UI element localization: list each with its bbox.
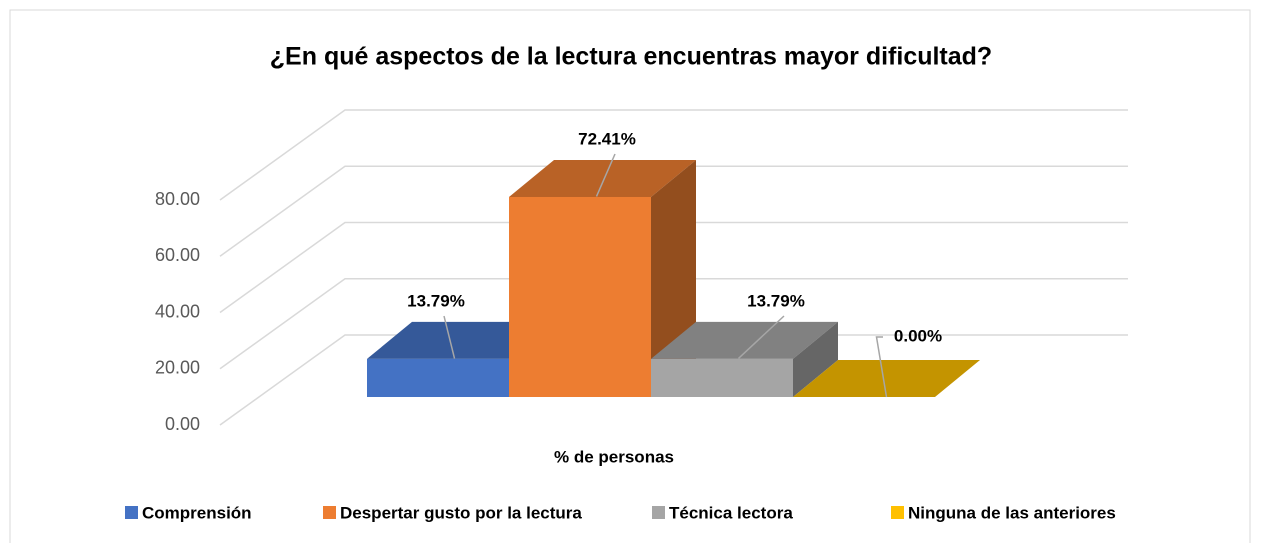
legend-label: Ninguna de las anteriores	[908, 503, 1116, 522]
leader-line	[737, 315, 785, 359]
bar-top	[793, 360, 980, 397]
bar-top	[509, 159, 696, 197]
grid-line	[219, 334, 1128, 426]
y-tick-label: 20.00	[155, 358, 200, 378]
legend-swatch	[891, 506, 904, 519]
chart-title: ¿En qué aspectos de la lectura encuentra…	[270, 43, 992, 71]
legend-swatch	[323, 506, 336, 519]
data-label: 72.41%	[578, 129, 636, 148]
data-label: 13.79%	[407, 291, 465, 310]
bar-top	[651, 321, 838, 359]
legend-label: Comprensión	[142, 503, 252, 522]
leader-line	[875, 336, 888, 398]
bar-top	[367, 321, 554, 359]
grid-line	[219, 109, 1128, 201]
y-tick-label: 40.00	[155, 301, 200, 321]
bar-side	[793, 321, 838, 397]
x-axis-category: % de personas	[554, 447, 674, 466]
legend-label: Técnica lectora	[669, 503, 793, 522]
bar	[651, 358, 793, 397]
y-tick-label: 60.00	[155, 245, 200, 265]
data-label: 0.00%	[894, 326, 942, 345]
leader-line	[595, 153, 616, 197]
grid-line	[219, 165, 1128, 257]
bar	[509, 196, 651, 397]
grid-line	[219, 278, 1128, 370]
legend-swatch	[125, 506, 138, 519]
legend-swatch	[652, 506, 665, 519]
y-tick-label: 0.00	[165, 414, 200, 434]
leader-line	[443, 315, 456, 359]
data-label: 13.79%	[747, 291, 805, 310]
legend-label: Despertar gusto por la lectura	[340, 503, 582, 522]
y-tick-label: 80.00	[155, 189, 200, 209]
grid-line	[219, 221, 1128, 314]
bar	[367, 358, 509, 397]
